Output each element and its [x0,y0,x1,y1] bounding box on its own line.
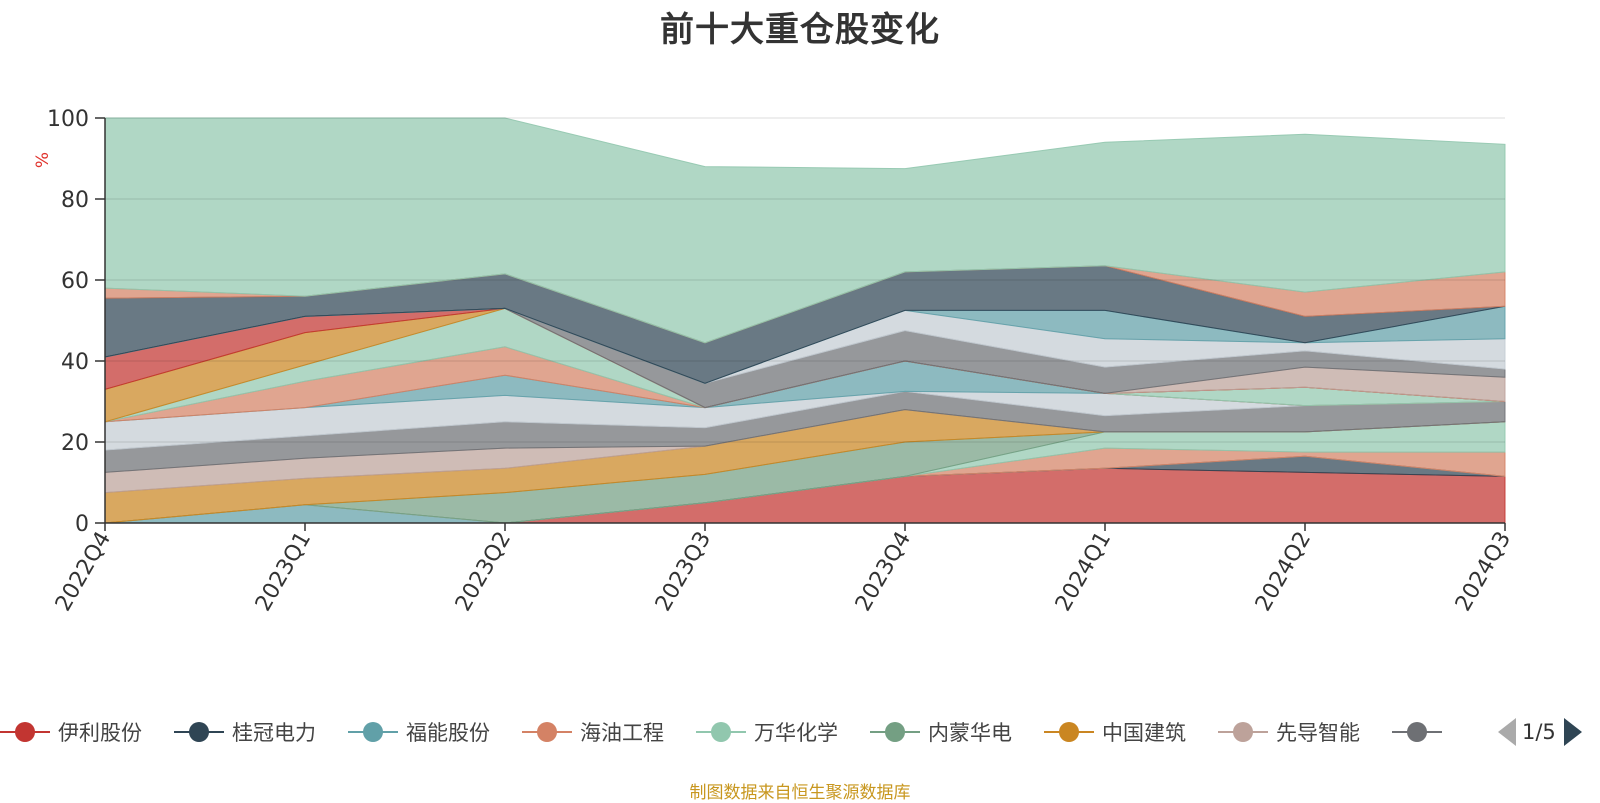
y-tick-label: 40 [61,350,89,375]
legend-prev-icon[interactable] [1496,716,1518,748]
y-tick-label: 20 [61,431,89,456]
y-axis-label: % [33,152,53,168]
legend-marker-icon [1218,722,1268,742]
x-tick-label: 2023Q4 [851,528,916,616]
legend-item[interactable]: 桂冠电力 [174,712,316,752]
area-layers [104,117,1506,524]
x-tick-label: 2024Q2 [1251,528,1316,616]
legend-marker-icon [522,722,572,742]
legend-marker-icon [0,722,50,742]
legend-marker-icon [696,722,746,742]
legend-marker-icon [1044,722,1094,742]
legend-item[interactable]: 先导智能 [1218,712,1360,752]
legend-label: 万华化学 [754,721,838,745]
area-series-21 [104,117,1506,344]
legend-marker-icon [1392,722,1442,742]
x-tick-label: 2022Q4 [51,528,116,616]
legend-label: 桂冠电力 [232,721,316,745]
legend-item[interactable]: 万华化学 [696,712,838,752]
data-source-note: 制图数据来自恒生聚源数据库 [689,783,911,803]
y-tick-label: 60 [61,269,89,294]
legend-page-indicator: 1/5 [1522,720,1556,744]
y-tick-label: 100 [47,107,89,132]
legend-item[interactable]: 福能股份 [348,712,490,752]
chart-title: 前十大重仓股变化 [660,10,940,50]
legend-marker-icon [348,722,398,742]
legend-label: 福能股份 [406,721,490,745]
legend-label: 海油工程 [580,721,664,745]
legend-item[interactable]: 伊利股份 [0,712,142,752]
legend-item-clipped[interactable] [1392,712,1442,752]
x-tick-label: 2024Q3 [1451,528,1516,616]
legend-label: 先导智能 [1276,721,1360,745]
legend-item[interactable]: 内蒙华电 [870,712,1012,752]
grid-lines [105,117,1505,443]
x-tick-label: 2023Q2 [451,528,516,616]
legend-item[interactable]: 海油工程 [522,712,664,752]
y-tick-label: 0 [75,512,89,537]
legend-label: 内蒙华电 [928,721,1012,745]
y-tick-label: 80 [61,188,89,213]
legend-item[interactable]: 中国建筑 [1044,712,1186,752]
legend-label: 中国建筑 [1102,721,1186,745]
x-tick-label: 2023Q3 [651,528,716,616]
legend: 伊利股份 桂冠电力 福能股份 海油工程 万华化学 内蒙华电 中国建筑 先导智能 [0,712,1490,752]
legend-pager: 1/5 [1496,712,1600,752]
legend-label: 伊利股份 [58,721,142,745]
legend-marker-icon [174,722,224,742]
x-tick-label: 2024Q1 [1051,528,1116,616]
x-tick-label: 2023Q1 [251,528,316,616]
legend-next-icon[interactable] [1562,716,1584,748]
legend-marker-icon [870,722,920,742]
